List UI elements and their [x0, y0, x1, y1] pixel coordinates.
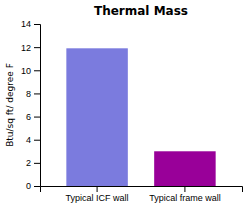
tick-mark — [34, 24, 40, 25]
tick: Typical frame wall — [149, 186, 221, 203]
tick-label: 0 — [26, 181, 31, 191]
tick: 8 — [26, 89, 40, 99]
tick-label: 2 — [26, 158, 31, 168]
axis-line — [34, 25, 41, 187]
tick-mark — [34, 140, 40, 141]
y-axis: 0 2 4 6 8 10 12 14 — [21, 19, 41, 191]
tick: Typical ICF wall — [66, 186, 129, 203]
tick: 12 — [21, 43, 40, 53]
tick-mark — [97, 186, 98, 192]
bars — [66, 48, 215, 186]
tick-label: 14 — [21, 19, 31, 29]
tick-label: 6 — [26, 112, 31, 122]
tick-label: Typical frame wall — [149, 193, 221, 203]
tick-mark — [34, 93, 40, 94]
tick: 4 — [26, 135, 40, 145]
x-axis: Typical ICF wall Typical frame wall — [41, 186, 243, 203]
bar — [154, 151, 215, 186]
tick-mark — [34, 70, 40, 71]
tick-label: 8 — [26, 89, 31, 99]
tick-mark — [34, 117, 40, 118]
tick-label: 4 — [26, 135, 31, 145]
tick-mark — [34, 186, 40, 187]
bar — [66, 48, 127, 186]
tick: 10 — [21, 66, 40, 76]
tick-mark — [184, 186, 185, 192]
plot: 0 2 4 6 8 10 12 14 Typical ICF wall Typical frame… — [21, 19, 243, 203]
tick: 2 — [26, 158, 40, 168]
axis-line — [41, 187, 243, 193]
tick-label: 12 — [21, 43, 31, 53]
tick: 14 — [21, 19, 40, 29]
tick-mark — [34, 47, 40, 48]
title: Thermal Mass — [94, 4, 188, 18]
tick-label: 10 — [21, 66, 31, 76]
tick: 6 — [26, 112, 40, 122]
tick-label: Typical ICF wall — [66, 193, 129, 203]
tick-mark — [34, 163, 40, 164]
chart: 0 2 4 6 8 10 12 14 Typical ICF wall Typical frame… — [0, 0, 250, 208]
y-axis-title: Btu/sq ft/ degree F — [5, 63, 15, 147]
tick: 0 — [26, 181, 40, 191]
